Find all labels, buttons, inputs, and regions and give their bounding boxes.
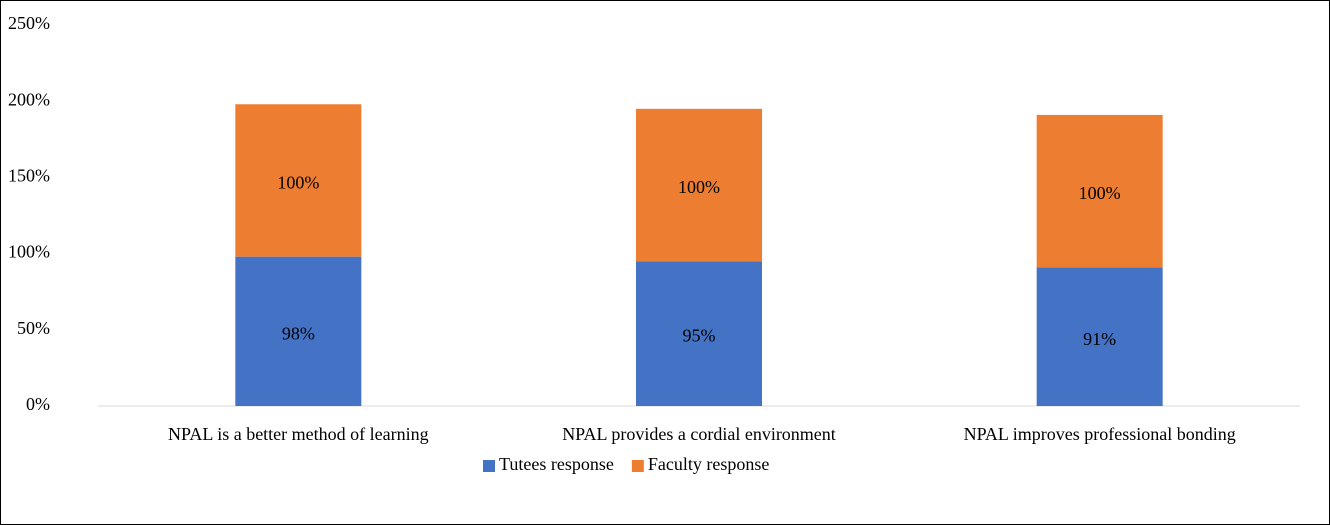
data-label: 100% — [678, 177, 720, 197]
y-tick-label: 0% — [26, 394, 50, 414]
bar-segment — [1036, 114, 1163, 268]
y-tick-label: 250% — [8, 13, 50, 33]
data-label: 98% — [282, 323, 315, 343]
bar-segment — [1036, 267, 1163, 406]
y-tick-label: 50% — [17, 318, 50, 338]
y-tick-label: 200% — [8, 89, 50, 109]
data-label: 100% — [277, 173, 319, 193]
x-tick-label: NPAL is a better method of learning — [168, 424, 429, 444]
legend-swatch — [483, 460, 495, 472]
legend-label: Tutees response — [499, 454, 614, 474]
bar-segment — [636, 261, 762, 406]
x-tick-label: NPAL provides a cordial environment — [562, 424, 836, 444]
data-label: 91% — [1083, 329, 1116, 349]
legend-label: Faculty response — [648, 454, 769, 474]
legend-swatch — [631, 460, 644, 472]
y-tick-label: 100% — [8, 242, 50, 262]
data-label: 95% — [683, 326, 716, 346]
x-tick-label: NPAL improves professional bonding — [964, 424, 1236, 444]
y-tick-label: 150% — [8, 166, 50, 186]
data-label: 100% — [1079, 183, 1121, 203]
bar-segment — [235, 104, 362, 257]
bar-segment — [636, 108, 762, 262]
bar-segment — [235, 256, 362, 406]
